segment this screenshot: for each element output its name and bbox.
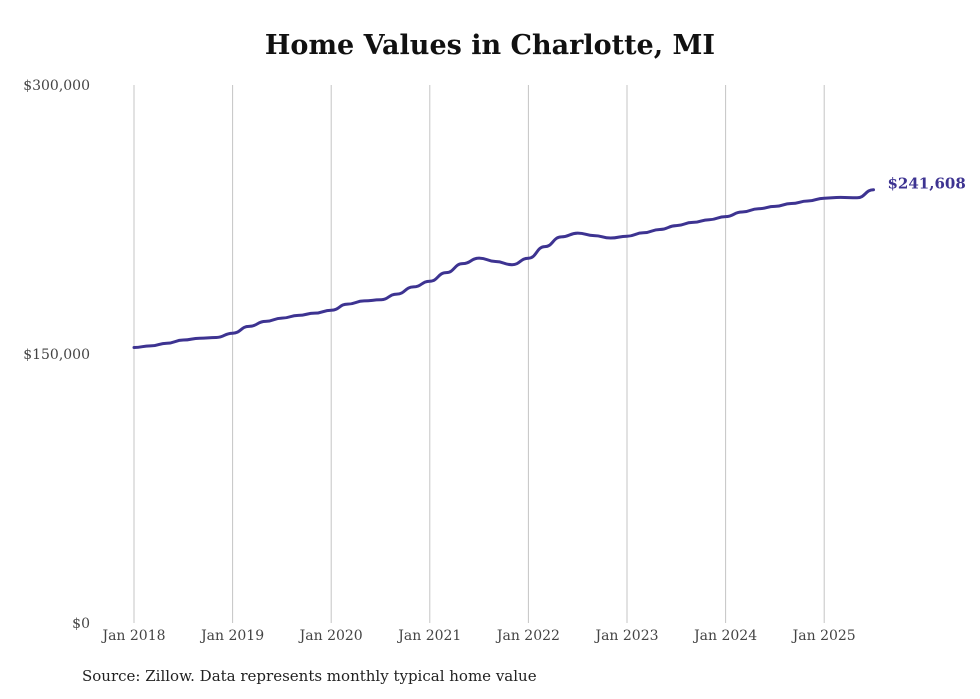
axis-layer: Jan 2018 Jan 2019 Jan 2020 Jan 2021 Jan 2022… [23,78,856,644]
series-line [132,188,875,349]
y-tick-label: $300,000 [23,78,90,94]
source-note: Source: Zillow. Data represents monthly … [82,667,537,685]
grid-layer [133,85,825,623]
y-tick-label: $150,000 [23,347,90,363]
x-tick-label: Jan 2025 [791,628,856,644]
x-tick-label: Jan 2022 [495,628,560,644]
y-tick-label: $0 [72,616,90,632]
x-tick-label: Jan 2020 [298,628,363,644]
chart-title: Home Values in Charlotte, MI [264,30,716,61]
x-tick-label: Jan 2023 [593,628,658,644]
x-tick-label: Jan 2019 [199,628,264,644]
x-tick-label: Jan 2024 [692,628,757,644]
last-value-label: $241,608 [888,175,966,193]
x-tick-label: Jan 2018 [100,628,165,644]
x-tick-label: Jan 2021 [396,628,461,644]
series-layer: $241,608 [132,175,966,349]
